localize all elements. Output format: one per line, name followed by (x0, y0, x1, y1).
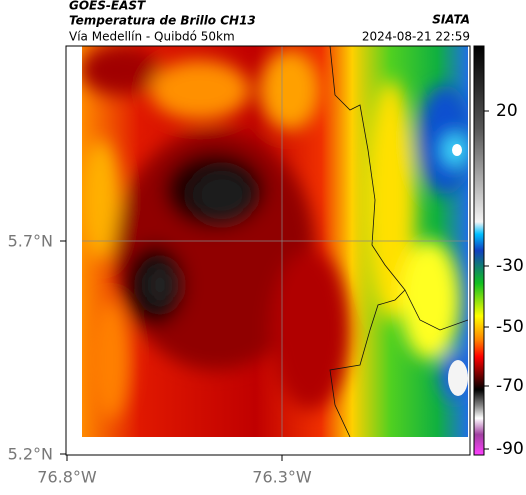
lon-label: 76.8°W (37, 468, 97, 487)
subtitle: Vía Medellín - Quibdó 50km (69, 30, 235, 44)
colorbar-label: -30 (496, 256, 524, 276)
brightness-image (82, 46, 468, 437)
colorbar-label: -90 (496, 439, 524, 459)
title: Temperatura de Brillo CH13 (69, 14, 256, 28)
map-frame (65, 45, 471, 456)
colorbar (473, 45, 485, 456)
colorbar-label: -50 (496, 317, 524, 337)
brand: SIATA (432, 13, 470, 27)
colorbar-label: 20 (496, 101, 518, 121)
colorbar-label: -70 (496, 376, 524, 396)
source: GOES-EAST (69, 0, 146, 13)
lon-label: 76.3°W (252, 468, 312, 487)
colorbar-ticks: 20 -30 -50 -70 -90 (484, 101, 524, 459)
lat-label: 5.2°N (8, 445, 53, 464)
timestamp: 2024-08-21 22:59 (362, 30, 470, 44)
lat-label: 5.7°N (8, 232, 53, 251)
